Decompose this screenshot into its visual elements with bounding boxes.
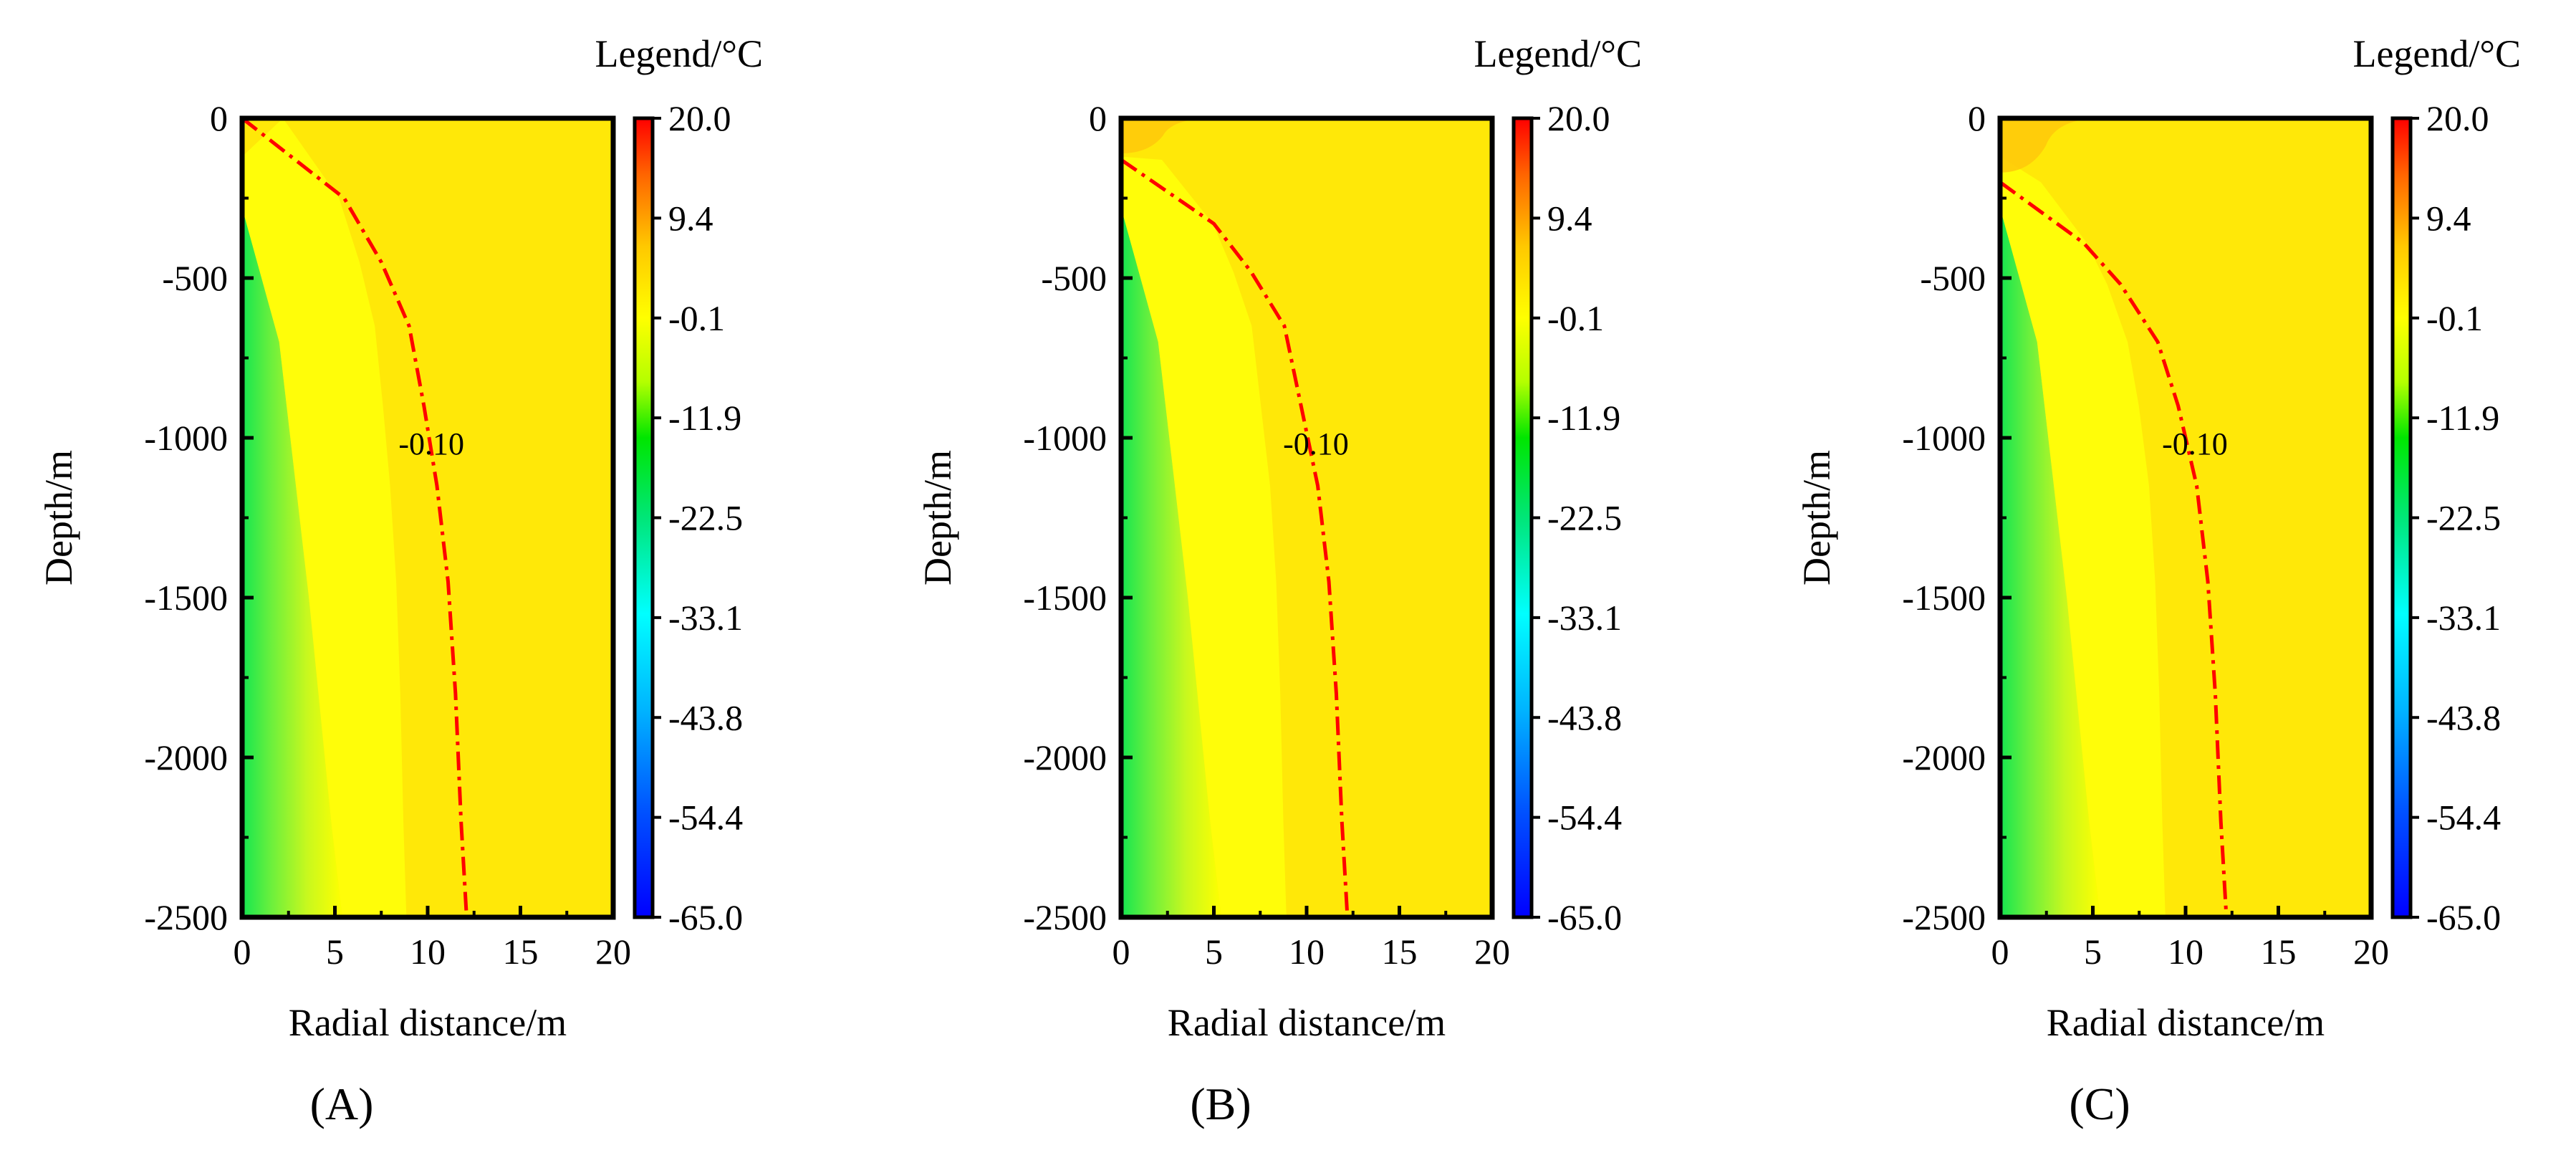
x-tick-label: 20 <box>1474 932 1510 972</box>
colorbar <box>635 118 653 917</box>
colorbar-tick-label: -22.5 <box>668 498 743 538</box>
colorbar-tick-label: -33.1 <box>1547 598 1622 638</box>
x-tick-label: 10 <box>410 932 446 972</box>
colorbar-tick-label: -43.8 <box>2426 697 2501 737</box>
colorbar-tick-label: -54.4 <box>2426 798 2501 838</box>
colorbar-tick-label: -33.1 <box>2426 598 2501 638</box>
y-tick-label: -2500 <box>144 897 228 937</box>
colorbar-tick-label: -0.1 <box>2426 298 2483 338</box>
y-tick-label: -1000 <box>1902 418 1986 458</box>
y-tick-label: -2500 <box>1902 897 1986 937</box>
x-tick-label: 15 <box>1382 932 1418 972</box>
isotherm-line <box>241 117 468 918</box>
colorbar-title: Legend/°C <box>1474 32 1642 75</box>
warm-zone <box>1121 118 1214 154</box>
colorbar-tick-label: -11.9 <box>668 398 741 438</box>
colorbar <box>2393 118 2411 917</box>
y-tick-label: -500 <box>1920 258 1986 298</box>
x-axis-label: Radial distance/m <box>289 1001 567 1044</box>
panel-label: (A) <box>310 1078 374 1129</box>
y-tick-label: -2000 <box>1023 737 1107 777</box>
y-tick-label: -1000 <box>144 418 228 458</box>
colorbar-tick-label: -22.5 <box>2426 498 2501 538</box>
panel-b: -0.10 0 5 10 15 20 0 -500 -1000 -1500 -2000 -2500 Ra… <box>916 32 1642 1129</box>
y-tick-label: -500 <box>162 258 228 298</box>
colorbar-tick-label: -65.0 <box>2426 897 2501 937</box>
y-tick-label: -500 <box>1041 258 1107 298</box>
colorbar-tick-label: -43.8 <box>668 697 743 737</box>
x-axis-label: Radial distance/m <box>1168 1001 1446 1044</box>
y-tick-label: 0 <box>210 98 228 138</box>
x-tick-label: 10 <box>1289 932 1325 972</box>
colorbar-title: Legend/°C <box>595 32 763 75</box>
colorbar-tick-label: -0.1 <box>668 298 725 338</box>
cold-zone <box>1121 207 1221 917</box>
panel-label: (B) <box>1190 1078 1251 1129</box>
isotherm-label: -0.10 <box>398 426 464 461</box>
transition-zone <box>2000 156 2166 917</box>
colorbar-tick-label: -22.5 <box>1547 498 1622 538</box>
colorbar-tick-label: 20.0 <box>668 98 731 138</box>
transition-zone <box>242 118 407 917</box>
panel-c: -0.10 0 5 10 15 20 0 -500 -1000 -1500 -2000 -2500 Ra… <box>1795 32 2521 1129</box>
colorbar-tick-label: -0.1 <box>1547 298 1604 338</box>
x-tick-label: 0 <box>1112 932 1130 972</box>
colorbar-tick-label: -54.4 <box>1547 798 1622 838</box>
y-tick-label: 0 <box>1089 98 1107 138</box>
isotherm-line <box>1999 181 2229 918</box>
colorbar-tick-label: -11.9 <box>2426 398 2499 438</box>
panel-a: -0.10 0 5 10 15 20 0 -500 -1000 -1500 -2000 -2500 Ra… <box>37 32 763 1129</box>
colorbar-tick-label: -54.4 <box>668 798 743 838</box>
x-tick-label: 10 <box>2168 932 2203 972</box>
colorbar-tick-label: 9.4 <box>1547 198 1592 238</box>
x-tick-label: 15 <box>2261 932 2297 972</box>
x-tick-label: 5 <box>2084 932 2102 972</box>
x-tick-label: 20 <box>2353 932 2389 972</box>
colorbar-tick-label: -33.1 <box>668 598 743 638</box>
x-tick-label: 20 <box>595 932 631 972</box>
x-tick-label: 5 <box>326 932 344 972</box>
colorbar <box>1514 118 1532 917</box>
warm-zone <box>2000 118 2102 173</box>
x-tick-label: 0 <box>234 932 251 972</box>
y-tick-label: -1000 <box>1023 418 1107 458</box>
colorbar-tick-label: -65.0 <box>1547 897 1622 937</box>
cold-zone <box>242 207 342 917</box>
colorbar-tick-label: 9.4 <box>668 198 713 238</box>
colorbar-tick-label: 9.4 <box>2426 198 2471 238</box>
colorbar-tick-label: -43.8 <box>1547 697 1622 737</box>
cold-zone <box>2000 207 2100 917</box>
x-axis-label: Radial distance/m <box>2047 1001 2325 1044</box>
y-tick-label: -1500 <box>144 578 228 618</box>
colorbar-tick-label: 20.0 <box>2426 98 2489 138</box>
y-tick-label: -1500 <box>1023 578 1107 618</box>
y-tick-label: -1500 <box>1902 578 1986 618</box>
y-axis-label: Depth/m <box>1795 450 1838 585</box>
isotherm-label: -0.10 <box>2162 426 2228 461</box>
y-axis-label: Depth/m <box>916 450 959 585</box>
panel-label: (C) <box>2069 1078 2130 1129</box>
y-tick-label: -2000 <box>1902 737 1986 777</box>
transition-zone <box>1121 156 1287 917</box>
colorbar-title: Legend/°C <box>2352 32 2521 75</box>
isotherm-label: -0.10 <box>1283 426 1349 461</box>
colorbar-tick-label: 20.0 <box>1547 98 1610 138</box>
x-tick-label: 0 <box>1991 932 2009 972</box>
y-tick-label: 0 <box>1968 98 1986 138</box>
x-tick-label: 15 <box>503 932 539 972</box>
y-tick-label: -2500 <box>1023 897 1107 937</box>
x-tick-label: 5 <box>1205 932 1223 972</box>
y-tick-label: -2000 <box>144 737 228 777</box>
isotherm-line <box>1120 158 1350 918</box>
y-axis-label: Depth/m <box>37 450 80 585</box>
colorbar-tick-label: -11.9 <box>1547 398 1620 438</box>
colorbar-tick-label: -65.0 <box>668 897 743 937</box>
